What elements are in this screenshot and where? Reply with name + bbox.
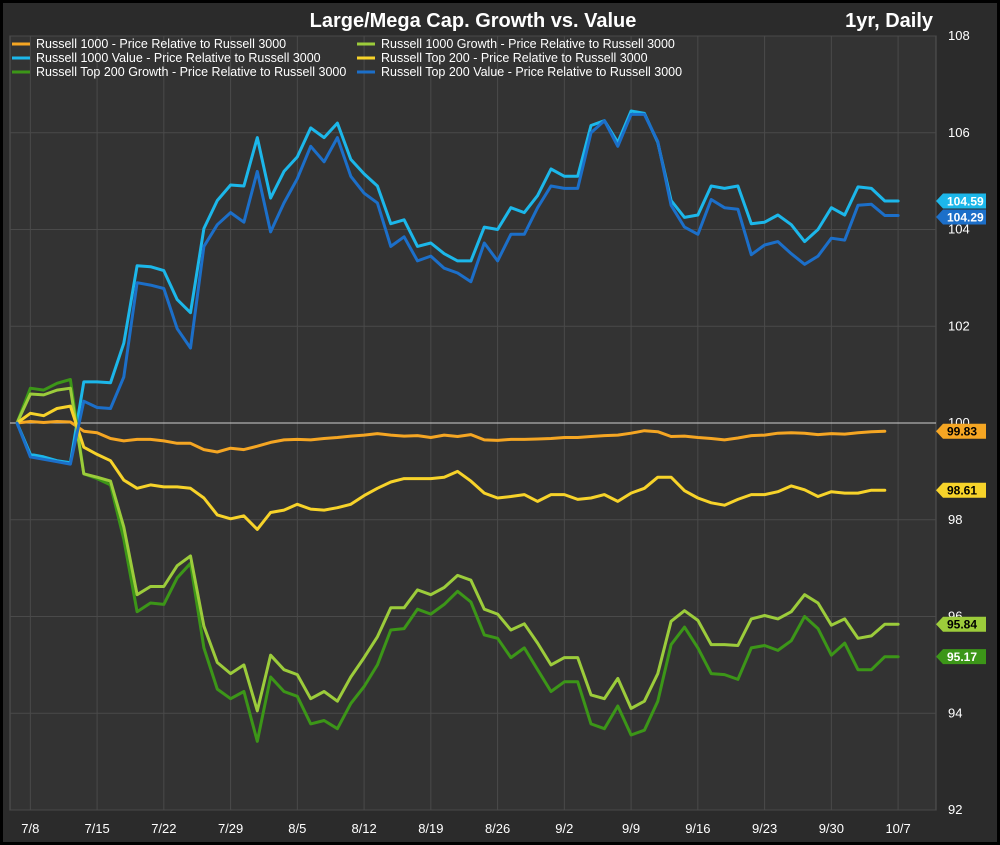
end-label-text: 104.29 (947, 210, 984, 224)
series-line-0 (15, 420, 887, 454)
end-label-3: 95.84 (936, 616, 986, 632)
x-tick-label: 8/26 (485, 821, 510, 836)
end-label-text: 104.59 (947, 194, 984, 208)
x-tick-label: 9/16 (685, 821, 710, 836)
x-tick-label: 9/2 (555, 821, 573, 836)
x-tick-label: 8/19 (418, 821, 443, 836)
x-tick-label: 9/23 (752, 821, 777, 836)
end-label-text: 95.17 (947, 650, 977, 664)
end-label-tag (936, 193, 986, 209)
x-axis-ticks: 7/8 7/15 7/22 7/29 8/5 8/12 8/19 8/26 9/2 9/9 9/16… (21, 821, 910, 836)
end-labels: 104.59 104.29 99.83 98.61 95.84 95.17 (936, 193, 986, 665)
end-label-0: 99.83 (936, 423, 986, 439)
end-label-tag (936, 209, 986, 225)
legend-label: Russell Top 200 Value - Price Relative t… (381, 65, 682, 79)
y-tick-label: 92 (948, 802, 962, 817)
legend-item-5: Russell Top 200 Value - Price Relative t… (357, 65, 682, 79)
legend-item-4: Russell Top 200 - Price Relative to Russ… (357, 51, 648, 65)
chart-title: Large/Mega Cap. Growth vs. Value (310, 10, 637, 32)
x-tick-label: 7/8 (21, 821, 39, 836)
end-label-text: 99.83 (947, 425, 977, 439)
x-tick-label: 9/9 (622, 821, 640, 836)
legend-item-0: Russell 1000 - Price Relative to Russell… (12, 37, 286, 51)
end-label-text: 95.84 (947, 618, 977, 632)
end-label-tag (936, 649, 986, 665)
end-label-text: 98.61 (947, 484, 977, 498)
end-label-4: 98.61 (936, 482, 986, 498)
legend-label: Russell Top 200 - Price Relative to Russ… (381, 51, 648, 65)
y-tick-label: 102 (948, 318, 970, 333)
series-line-1 (15, 109, 900, 465)
series-line-3 (15, 386, 900, 713)
series-lines (15, 109, 900, 743)
legend-label: Russell 1000 - Price Relative to Russell… (36, 37, 286, 51)
series-line-5 (15, 112, 900, 466)
end-label-tag (936, 482, 986, 498)
x-tick-label: 8/12 (351, 821, 376, 836)
end-label-tag (936, 616, 986, 632)
series-line-2 (15, 378, 900, 743)
x-tick-label: 8/5 (288, 821, 306, 836)
end-label-1: 104.59 (936, 193, 986, 209)
legend-item-2: Russell Top 200 Growth - Price Relative … (12, 65, 346, 79)
end-label-5: 104.29 (936, 209, 986, 225)
series-line-4 (15, 404, 887, 531)
y-tick-label: 106 (948, 125, 970, 140)
legend-label: Russell 1000 Value - Price Relative to R… (36, 51, 321, 65)
legend-label: Russell 1000 Growth - Price Relative to … (381, 37, 675, 51)
x-tick-label: 7/22 (151, 821, 176, 836)
y-tick-label: 94 (948, 705, 962, 720)
y-tick-label: 104 (948, 222, 970, 237)
legend-item-3: Russell 1000 Growth - Price Relative to … (357, 37, 675, 51)
x-tick-label: 9/30 (819, 821, 844, 836)
y-tick-label: 98 (948, 512, 962, 527)
chart-subtitle: 1yr, Daily (845, 10, 934, 32)
legend-label: Russell Top 200 Growth - Price Relative … (36, 65, 346, 79)
y-tick-label: 108 (948, 28, 970, 43)
x-tick-label: 7/29 (218, 821, 243, 836)
legend-item-1: Russell 1000 Value - Price Relative to R… (12, 51, 321, 65)
end-label-2: 95.17 (936, 649, 986, 665)
end-label-tag (936, 423, 986, 439)
x-tick-label: 7/15 (84, 821, 109, 836)
legend: Russell 1000 - Price Relative to Russell… (12, 37, 682, 79)
x-tick-label: 10/7 (885, 821, 910, 836)
